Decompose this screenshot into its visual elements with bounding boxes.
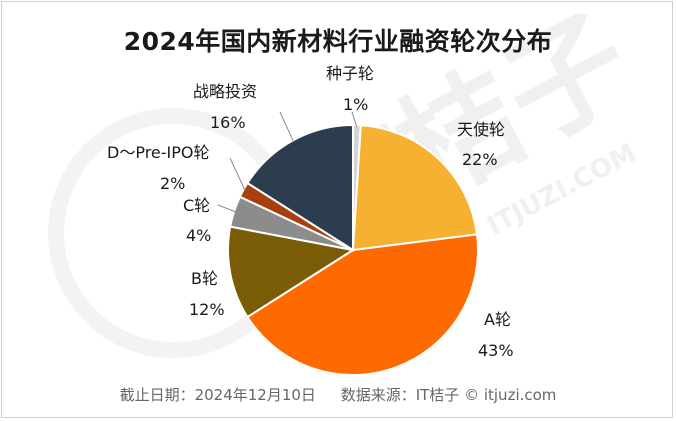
slice-label-b: B轮 [191, 269, 218, 288]
slice-value-seed: 1% [343, 95, 369, 114]
chart-title: 2024年国内新材料行业融资轮次分布 [123, 27, 553, 56]
slice-label-strategic: 战略投资 [193, 82, 258, 101]
pie-slice-b [227, 225, 356, 319]
slice-value-strategic: 16% [210, 113, 246, 132]
slice-label-c: C轮 [183, 196, 211, 215]
slice-label-a: A轮 [484, 310, 511, 329]
cutoff-date: 截止日期：2024年12月10日 [119, 386, 316, 404]
slice-label-angel: 天使轮 [457, 120, 506, 139]
data-source: 数据来源：IT桔子 © itjuzi.com [340, 386, 557, 404]
slice-value-d-preipo: 2% [160, 174, 186, 193]
leader-line-c [217, 204, 237, 213]
slice-value-c: 4% [186, 226, 212, 245]
pie-slice-angel [351, 124, 479, 252]
leader-line-d-preipo [229, 157, 246, 191]
leader-line-strategic [279, 111, 295, 143]
slice-value-angel: 22% [462, 150, 498, 169]
chart-footer: 截止日期：2024年12月10日 数据来源：IT桔子 © itjuzi.com [0, 384, 676, 405]
leader-line-seed [351, 111, 358, 128]
slice-label-seed: 种子轮 [326, 64, 375, 83]
slice-label-d-preipo: D～Pre-IPO轮 [107, 143, 210, 162]
slice-value-a: 43% [478, 341, 514, 360]
slice-value-b: 12% [189, 300, 225, 319]
pie-slice-a [246, 233, 479, 376]
